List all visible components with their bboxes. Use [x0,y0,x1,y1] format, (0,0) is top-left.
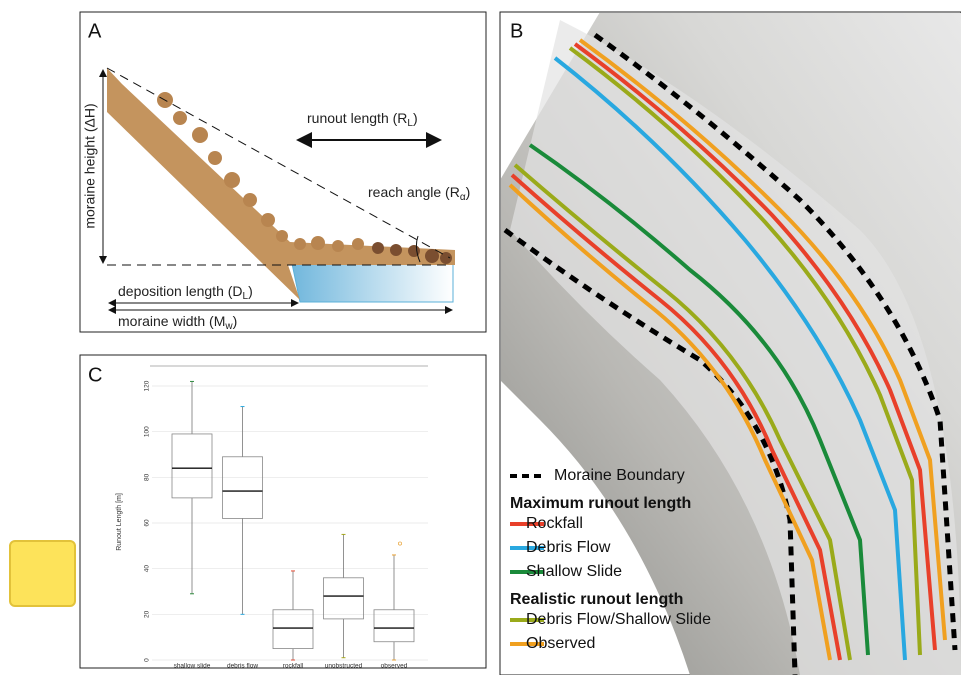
figure: A runout length (RL) reach angle (Rα) mo… [0,0,961,675]
x-tick-label: debris flow [227,663,258,670]
x-tick-label: shallow slide [174,663,211,670]
legend-label: Shallow Slide [526,563,622,580]
height-label: moraine height (ΔH) [82,103,98,228]
y-tick-label: 0 [144,658,151,662]
panel-label: C [88,364,102,386]
x-tick-label: rockfall [283,663,304,670]
legend-label: Observed [526,635,595,652]
panel-c-frame [80,355,486,668]
legend-label: Rockfall [526,515,583,532]
y-tick-label: 80 [144,473,151,481]
legend-label: Debris Flow/Shallow Slide [526,611,711,628]
y-tick-label: 100 [144,426,151,437]
yellow-square[interactable] [10,541,75,606]
y-tick-label: 120 [144,380,151,391]
legend-header: Realistic runout length [510,591,683,608]
x-tick-label: observed [381,663,408,670]
page: {"panel_labels": ["A", "B", "C"], "diagr… [0,0,961,675]
y-tick-label: 20 [144,610,151,618]
legend-header: Maximum runout length [510,495,691,512]
panel-label: B [510,20,523,42]
legend-label: Moraine Boundary [554,467,685,484]
legend-label: Debris Flow [526,539,611,556]
y-tick-label: 40 [144,565,151,573]
x-tick-label: unobstructed [325,663,363,670]
panel-label: A [88,20,102,42]
y-tick-label: 60 [144,519,151,527]
y-axis-label: Runout Length [m] [116,493,123,551]
